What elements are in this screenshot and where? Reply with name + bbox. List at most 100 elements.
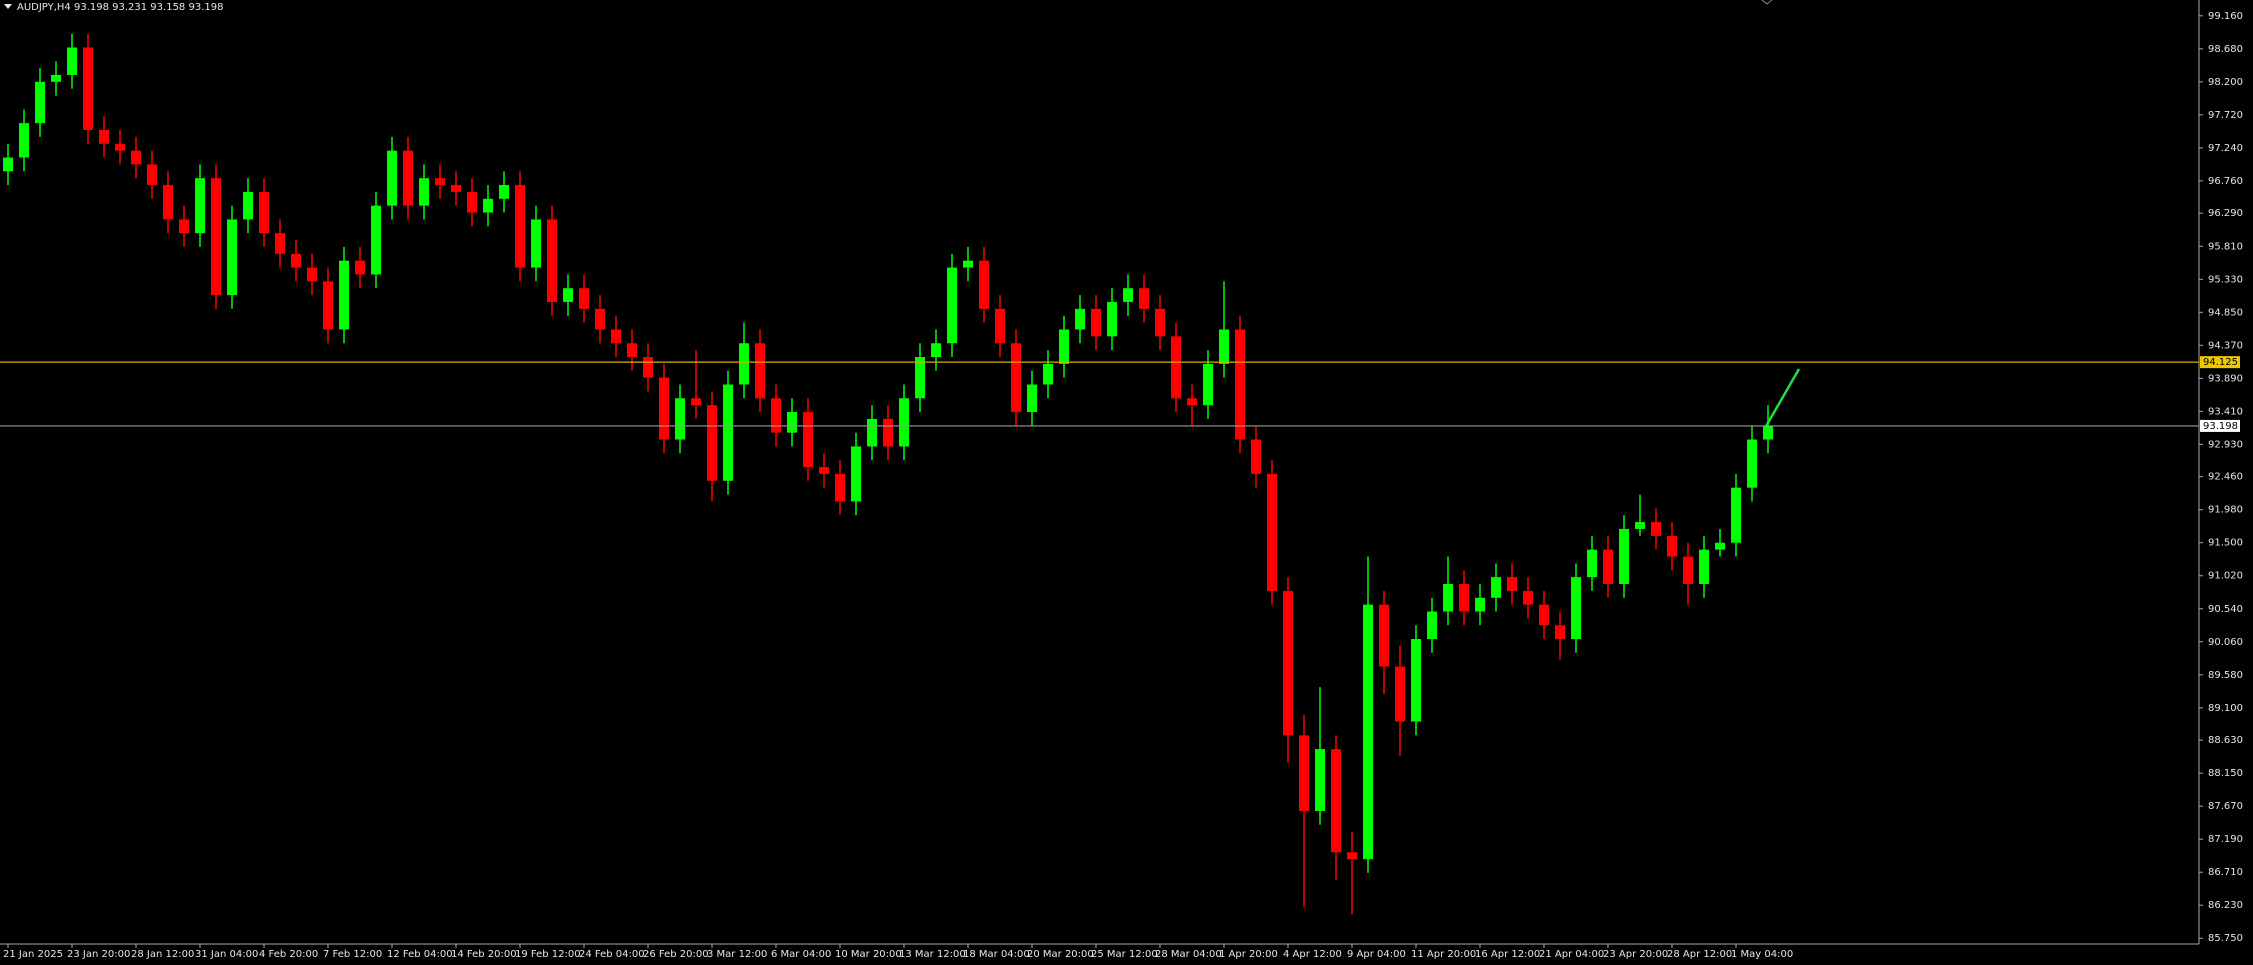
price-level-label: 93.198 (2203, 421, 2238, 432)
x-tick-label: 10 Mar 20:00 (835, 949, 902, 960)
candle-body (643, 357, 653, 378)
y-tick-label: 96.760 (2208, 176, 2243, 187)
candle-body (787, 412, 797, 433)
candle-body (531, 219, 541, 268)
price-level-tag (2200, 419, 2240, 432)
chart-title: AUDJPY,H4 93.198 93.231 93.158 93.198 (17, 2, 223, 13)
candle-body (947, 267, 957, 344)
y-tick-label: 89.100 (2208, 703, 2243, 714)
price-level-label: 94.125 (2203, 357, 2238, 368)
candle-body (1491, 577, 1501, 598)
candle-body (1571, 577, 1581, 640)
x-tick-label: 23 Jan 20:00 (67, 949, 130, 960)
y-tick-label: 85.750 (2208, 933, 2243, 944)
x-tick-label: 28 Apr 12:00 (1667, 949, 1732, 960)
candle-body (371, 205, 381, 275)
y-tick-label: 92.460 (2208, 472, 2243, 483)
candle-body (1251, 439, 1261, 474)
x-tick-label: 6 Mar 04:00 (771, 949, 831, 960)
trend-line[interactable] (1763, 368, 1801, 429)
candle-body (19, 123, 29, 158)
candle-body (51, 74, 61, 82)
candle-body (115, 143, 125, 151)
y-tick-label: 93.890 (2208, 373, 2243, 384)
x-tick-label: 14 Feb 20:00 (451, 949, 517, 960)
candle-body (1299, 735, 1309, 811)
candle-body (1155, 308, 1165, 337)
candle-body (67, 47, 77, 75)
candle-body (1715, 542, 1725, 550)
menu-arrow[interactable] (4, 4, 12, 9)
x-tick-label: 18 Mar 04:00 (963, 949, 1030, 960)
y-tick-label: 95.330 (2208, 274, 2243, 285)
candle-body (1203, 363, 1213, 406)
candle-body (83, 47, 93, 131)
candle-body (1459, 583, 1469, 612)
y-tick-label: 98.200 (2208, 77, 2243, 88)
candle-body (1539, 604, 1549, 626)
y-tick-label: 94.370 (2208, 340, 2243, 351)
candle-body (259, 191, 269, 234)
candle-body (211, 178, 221, 296)
candle-body (723, 384, 733, 481)
y-tick-label: 91.500 (2208, 538, 2243, 549)
candle-body (931, 343, 941, 358)
candle-body (739, 343, 749, 385)
x-tick-label: 4 Apr 12:00 (1283, 949, 1342, 960)
candle-body (883, 418, 893, 447)
y-tick-label: 97.240 (2208, 143, 2243, 154)
shift-marker (1761, 0, 1773, 5)
candle-body (451, 185, 461, 192)
candle-body (1619, 528, 1629, 584)
candle-body (1555, 625, 1565, 640)
candle-body (1411, 639, 1421, 722)
candle-body (771, 398, 781, 433)
candle-body (963, 260, 973, 268)
candle-body (1123, 288, 1133, 302)
x-tick-label: 12 Feb 04:00 (387, 949, 453, 960)
candle-body (915, 357, 925, 399)
candle-body (1331, 749, 1341, 853)
candle-body (1107, 301, 1117, 337)
y-tick-label: 96.290 (2208, 208, 2243, 219)
y-tick-label: 86.710 (2208, 867, 2243, 878)
x-tick-label: 1 May 04:00 (1731, 949, 1793, 960)
candle-body (1587, 549, 1597, 578)
candle-body (1603, 549, 1613, 584)
candle-body (755, 343, 765, 399)
candle-body (1187, 398, 1197, 406)
candle-body (627, 343, 637, 358)
x-tick-label: 9 Apr 04:00 (1347, 949, 1406, 960)
x-tick-label: 13 Mar 12:00 (899, 949, 966, 960)
y-tick-label: 93.410 (2208, 406, 2243, 417)
y-tick-label: 95.810 (2208, 241, 2243, 252)
candle-body (1139, 288, 1149, 309)
x-tick-label: 3 Mar 12:00 (707, 949, 767, 960)
y-tick-label: 87.670 (2208, 801, 2243, 812)
candle-body (899, 398, 909, 447)
y-tick-label: 87.190 (2208, 834, 2243, 845)
candle-body (1475, 597, 1485, 612)
candle-body (147, 164, 157, 186)
x-tick-label: 21 Apr 04:00 (1539, 949, 1604, 960)
candle-body (35, 81, 45, 124)
candle-body (1043, 363, 1053, 385)
candle-body (467, 191, 477, 213)
candle-body (979, 260, 989, 309)
candle-body (867, 418, 877, 447)
y-tick-label: 98.680 (2208, 44, 2243, 55)
candle-body (323, 281, 333, 330)
x-tick-label: 28 Jan 12:00 (131, 949, 194, 960)
x-tick-label: 7 Feb 12:00 (323, 949, 382, 960)
candle-body (547, 219, 557, 302)
candle-body (1699, 549, 1709, 584)
candle-body (659, 377, 669, 440)
candle-body (1395, 666, 1405, 722)
x-tick-label: 16 Apr 12:00 (1475, 949, 1540, 960)
candle-body (1363, 604, 1373, 860)
candle-body (1763, 425, 1773, 440)
candle-body (707, 405, 717, 481)
y-tick-label: 90.540 (2208, 604, 2243, 615)
